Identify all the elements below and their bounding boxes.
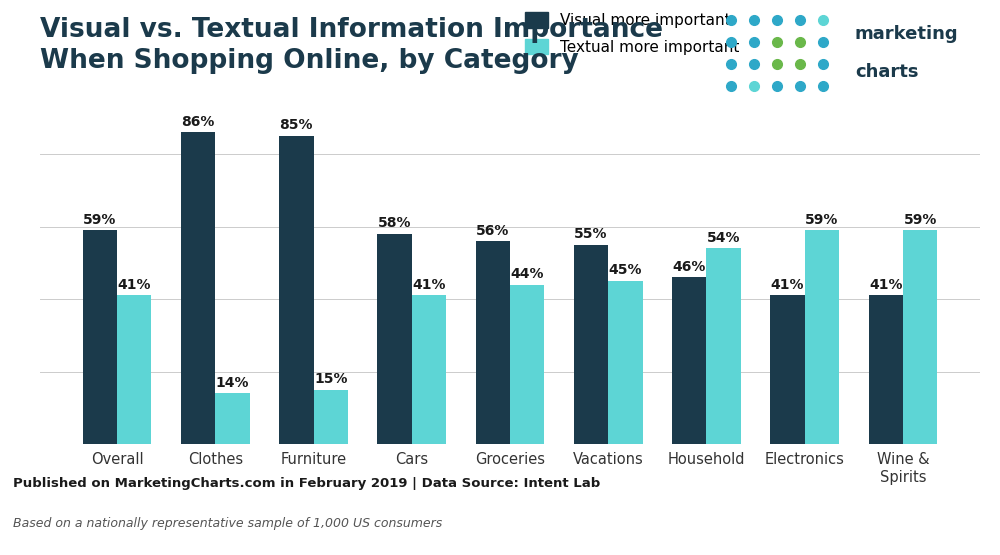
- Text: 45%: 45%: [609, 264, 642, 278]
- Text: 15%: 15%: [314, 372, 347, 386]
- Text: 14%: 14%: [216, 376, 249, 390]
- Bar: [279, 136, 314, 444]
- Text: 58%: 58%: [378, 216, 411, 230]
- Bar: [770, 295, 805, 444]
- Bar: [608, 281, 643, 444]
- Bar: [83, 230, 117, 444]
- Bar: [117, 295, 151, 444]
- Bar: [903, 230, 937, 444]
- Text: Published on MarketingCharts.com in February 2019 | Data Source: Intent Lab: Published on MarketingCharts.com in Febr…: [13, 477, 600, 490]
- Text: 41%: 41%: [869, 278, 902, 292]
- Text: 41%: 41%: [771, 278, 804, 292]
- Bar: [706, 249, 741, 444]
- Bar: [314, 390, 348, 444]
- Bar: [181, 133, 215, 444]
- Text: marketing: marketing: [855, 25, 959, 43]
- Bar: [215, 393, 250, 444]
- Text: Visual vs. Textual Information Importance
When Shopping Online, by Category: Visual vs. Textual Information Importanc…: [40, 17, 663, 74]
- Text: Based on a nationally representative sample of 1,000 US consumers: Based on a nationally representative sam…: [13, 517, 442, 530]
- Bar: [476, 241, 510, 444]
- Bar: [377, 234, 412, 444]
- Bar: [869, 295, 903, 444]
- Bar: [574, 245, 608, 444]
- Text: 54%: 54%: [707, 231, 740, 245]
- Text: 46%: 46%: [673, 260, 706, 274]
- Text: 59%: 59%: [83, 213, 117, 226]
- Text: 41%: 41%: [412, 278, 446, 292]
- Text: 55%: 55%: [574, 227, 608, 241]
- Text: charts: charts: [855, 63, 918, 80]
- Text: 59%: 59%: [805, 213, 839, 226]
- Text: 44%: 44%: [510, 267, 544, 281]
- Text: 59%: 59%: [903, 213, 937, 226]
- Bar: [805, 230, 839, 444]
- Legend: Visual more important, Textual more important: Visual more important, Textual more impo…: [517, 4, 747, 62]
- Text: 85%: 85%: [280, 119, 313, 133]
- Bar: [510, 285, 544, 444]
- Text: 56%: 56%: [476, 224, 509, 238]
- Bar: [672, 278, 706, 444]
- Text: 86%: 86%: [181, 115, 215, 129]
- Text: 41%: 41%: [118, 278, 151, 292]
- Bar: [412, 295, 446, 444]
